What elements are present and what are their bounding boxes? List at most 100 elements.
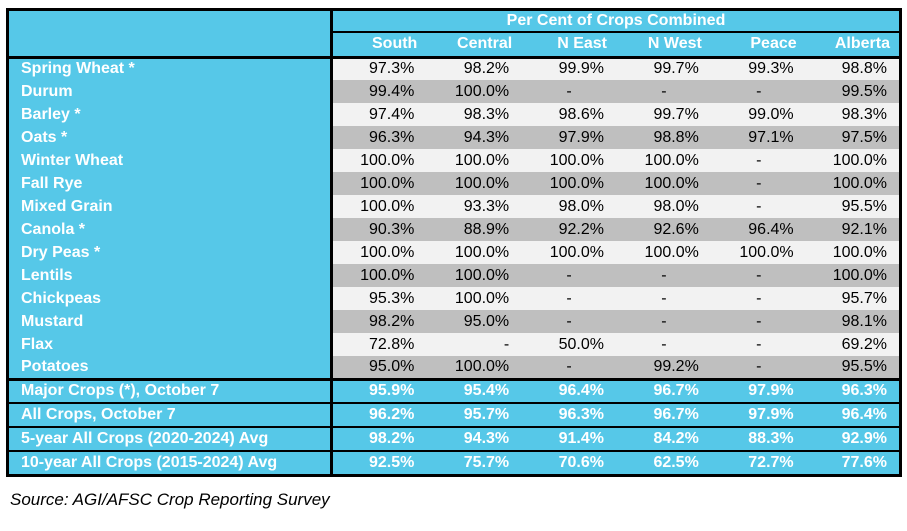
crop-label: Canola * — [7, 218, 333, 241]
title-row: Per Cent of Crops Combined — [7, 9, 901, 59]
crop-value: - — [521, 287, 616, 310]
crop-value: 100.0% — [805, 264, 901, 287]
crop-value: 92.6% — [615, 218, 711, 241]
crop-label: Potatoes — [7, 356, 333, 379]
column-header-central: Central — [426, 32, 522, 59]
crop-value: 97.5% — [805, 126, 901, 149]
crop-value: 96.4% — [710, 218, 806, 241]
crop-label: Dry Peas * — [7, 241, 333, 264]
crop-value: 100.0% — [521, 172, 616, 195]
crop-row: Fall Rye 100.0% 100.0% 100.0% 100.0% -100.0% — [7, 172, 901, 195]
crop-value: - — [521, 264, 616, 287]
crop-value: 99.0% — [710, 103, 806, 126]
source-note: Source: AGI/AFSC Crop Reporting Survey — [10, 489, 330, 509]
crop-value: 99.9% — [521, 57, 616, 80]
crop-value: 99.4% — [331, 80, 427, 103]
summary-value: 96.3% — [521, 403, 616, 427]
summary-value: 62.5% — [615, 451, 711, 475]
summary-value: 75.7% — [426, 451, 522, 475]
crop-value: 100.0% — [331, 195, 427, 218]
crop-value: 100.0% — [426, 287, 522, 310]
crop-value: 97.1% — [710, 126, 806, 149]
summary-value: 98.2% — [331, 427, 427, 451]
crop-value: 88.9% — [426, 218, 522, 241]
crop-value: 50.0% — [521, 333, 616, 356]
summary-value: 95.9% — [331, 379, 427, 403]
crop-value: 95.0% — [331, 356, 427, 379]
column-header-south: South — [331, 32, 427, 59]
crop-value: 98.0% — [521, 195, 616, 218]
crop-value: 90.3% — [331, 218, 427, 241]
crop-value: 100.0% — [615, 241, 711, 264]
column-header-n-west: N West — [615, 32, 711, 59]
summary-value: 88.3% — [710, 427, 806, 451]
crop-value: 97.4% — [331, 103, 427, 126]
summary-value: 95.4% — [426, 379, 522, 403]
crop-value: - — [710, 264, 806, 287]
crop-value: 100.0% — [710, 241, 806, 264]
summary-label: 5-year All Crops (2020-2024) Avg — [7, 427, 333, 451]
crop-value: 98.6% — [521, 103, 616, 126]
summary-value: 70.6% — [521, 451, 616, 475]
crop-label: Mixed Grain — [7, 195, 333, 218]
summary-value: 72.7% — [710, 451, 806, 475]
crop-value: 95.0% — [426, 310, 522, 333]
crop-label: Mustard — [7, 310, 333, 333]
table-header: Per Cent of Crops Combined South Central N… — [7, 9, 901, 59]
crop-value: - — [615, 80, 711, 103]
crop-label: Oats * — [7, 126, 333, 149]
crop-row: Dry Peas * 100.0% 100.0% 100.0% 100.0% 100.0%… — [7, 241, 901, 264]
crop-row: Chickpeas 95.3% 100.0% - - -95.7% — [7, 287, 901, 310]
crop-value: 100.0% — [615, 172, 711, 195]
crop-row: Winter Wheat 100.0% 100.0% 100.0% 100.0% -100… — [7, 149, 901, 172]
crops-combined-table: Per Cent of Crops Combined South Central N… — [6, 8, 902, 477]
crop-label: Chickpeas — [7, 287, 333, 310]
summary-value: 96.3% — [805, 379, 901, 403]
crop-value: 100.0% — [426, 241, 522, 264]
crop-rows-body: Spring Wheat * 97.3% 98.2% 99.9% 99.7% 99.3% 9… — [7, 57, 901, 379]
summary-value: 96.4% — [805, 403, 901, 427]
crop-row: Spring Wheat * 97.3% 98.2% 99.9% 99.7% 99.3% 9… — [7, 57, 901, 80]
crop-value: 100.0% — [331, 149, 427, 172]
summary-value: 84.2% — [615, 427, 711, 451]
crop-value: - — [710, 80, 806, 103]
crop-value: 72.8% — [331, 333, 427, 356]
crop-value: 100.0% — [615, 149, 711, 172]
crop-value: 98.8% — [805, 57, 901, 80]
crop-label: Spring Wheat * — [7, 57, 333, 80]
column-header-peace: Peace — [710, 32, 806, 59]
crop-value: - — [710, 195, 806, 218]
summary-value: 97.9% — [710, 379, 806, 403]
crop-value: - — [710, 310, 806, 333]
summary-label: Major Crops (*), October 7 — [7, 379, 333, 403]
crop-value: 95.3% — [331, 287, 427, 310]
crop-value: 92.2% — [521, 218, 616, 241]
crop-row: Mustard 98.2% 95.0% - - -98.1% — [7, 310, 901, 333]
crop-row: Barley * 97.4% 98.3% 98.6% 99.7% 99.0% 98.3% — [7, 103, 901, 126]
crop-row: Potatoes 95.0% 100.0% -99.2% -95.5% — [7, 356, 901, 379]
crop-value: 92.1% — [805, 218, 901, 241]
summary-label: 10-year All Crops (2015-2024) Avg — [7, 451, 333, 475]
column-header-alberta: Alberta — [805, 32, 901, 59]
crop-value: 100.0% — [331, 172, 427, 195]
summary-value: 97.9% — [710, 403, 806, 427]
crop-row: Oats * 96.3% 94.3% 97.9% 98.8% 97.1% 97.5% — [7, 126, 901, 149]
summary-value: 92.5% — [331, 451, 427, 475]
summary-value: 77.6% — [805, 451, 901, 475]
summary-value: 96.7% — [615, 379, 711, 403]
crop-label: Barley * — [7, 103, 333, 126]
crop-value: - — [710, 149, 806, 172]
crop-value: - — [521, 80, 616, 103]
table-title: Per Cent of Crops Combined — [331, 9, 901, 33]
summary-value: 91.4% — [521, 427, 616, 451]
column-header-row: South Central N East N West Peace Alberta — [8, 32, 901, 59]
corner-cell — [7, 9, 333, 59]
crop-value: 99.2% — [615, 356, 711, 379]
crop-value: 98.1% — [805, 310, 901, 333]
crop-value: 98.8% — [615, 126, 711, 149]
crop-value: 97.9% — [521, 126, 616, 149]
crop-value: 100.0% — [805, 149, 901, 172]
summary-value: 96.2% — [331, 403, 427, 427]
crop-value: - — [710, 356, 806, 379]
crop-value: 93.3% — [426, 195, 522, 218]
